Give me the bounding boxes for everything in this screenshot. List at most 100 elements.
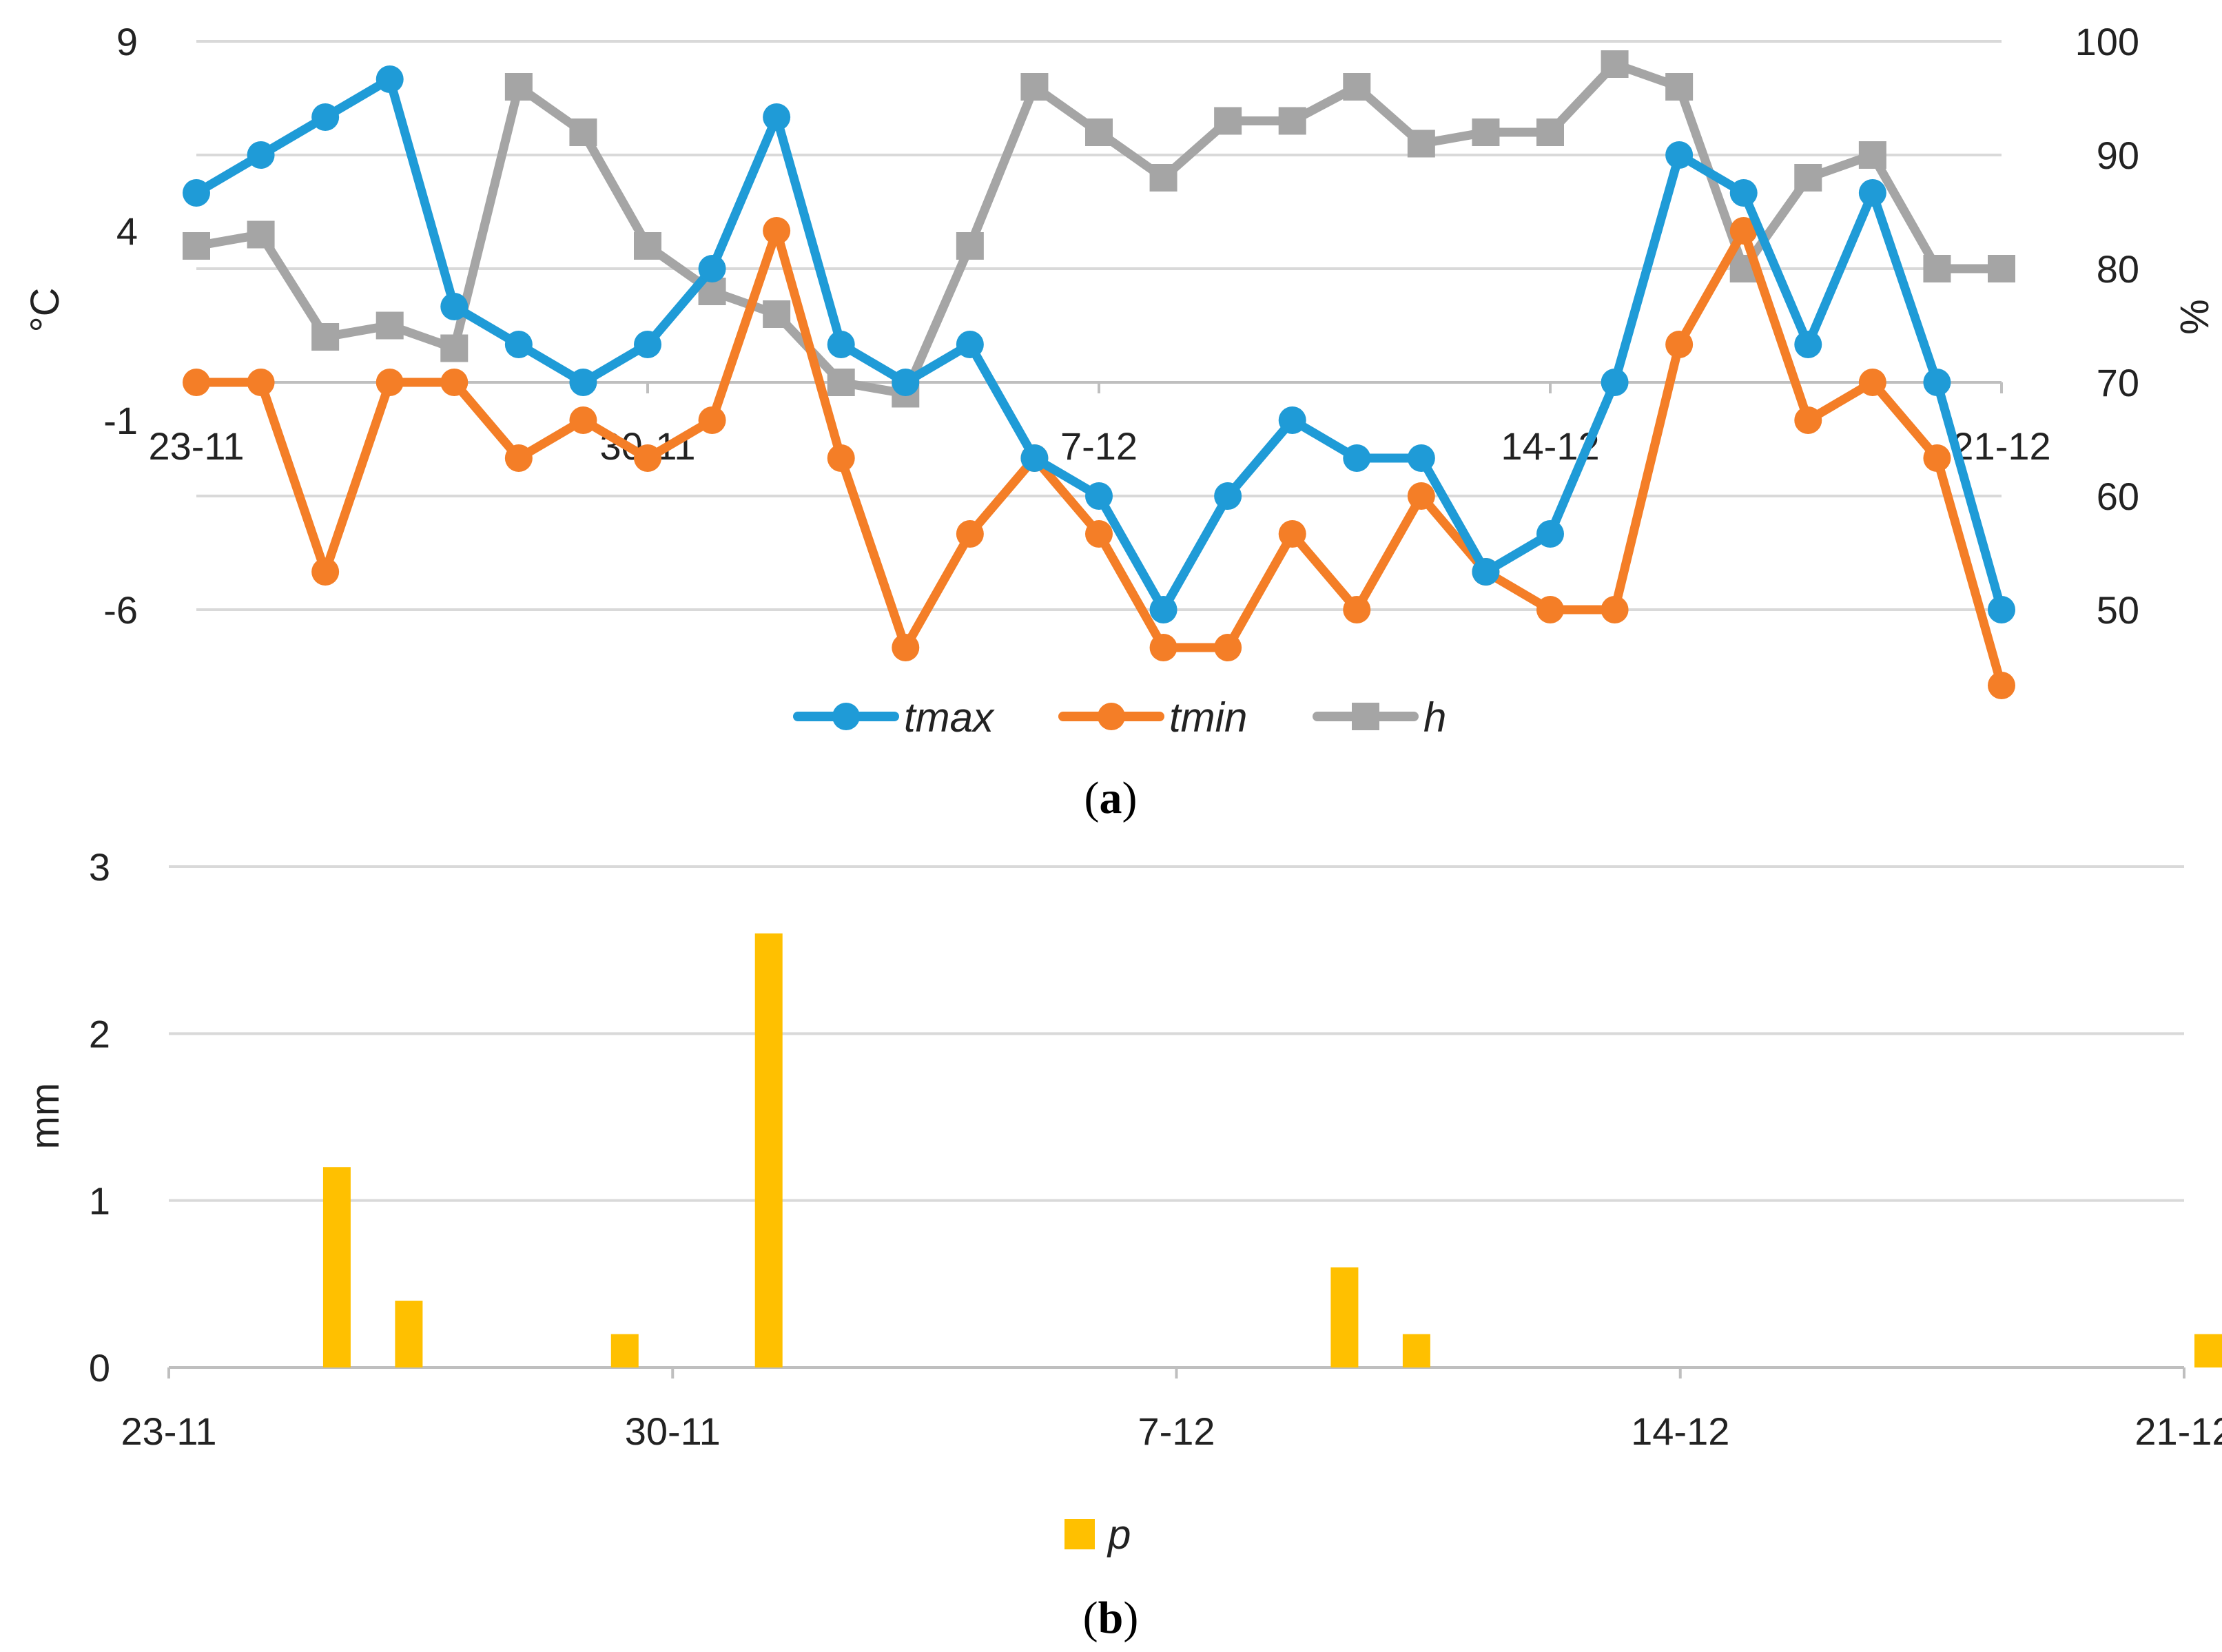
data-point-h bbox=[1923, 255, 1951, 282]
data-point-tmax bbox=[1858, 179, 1886, 207]
data-point-tmin bbox=[311, 558, 340, 586]
legend-swatch-p bbox=[1064, 1519, 1095, 1549]
panel-a-legend: tmax tmin h bbox=[793, 694, 1446, 741]
data-point-tmax bbox=[247, 141, 275, 169]
bar-p bbox=[754, 933, 783, 1367]
legend-item-tmax: tmax bbox=[793, 694, 995, 741]
data-point-h bbox=[1214, 107, 1242, 135]
data-point-tmax bbox=[1794, 331, 1822, 358]
data-point-tmax bbox=[892, 369, 920, 396]
data-point-tmax bbox=[1407, 444, 1435, 472]
data-point-tmin bbox=[1923, 444, 1951, 472]
panel-a-series bbox=[183, 50, 2015, 699]
data-point-h bbox=[569, 118, 597, 146]
panel-a-y-tick-label-right: 60 bbox=[2097, 475, 2139, 518]
panel-a-y-tick-label-right: 90 bbox=[2097, 134, 2139, 177]
panel-a-x-tick-label: 23-11 bbox=[148, 424, 244, 468]
panel-b-gridlines bbox=[169, 865, 2184, 1202]
data-point-tmin bbox=[569, 406, 597, 434]
data-point-tmin bbox=[1149, 634, 1177, 661]
data-point-tmax bbox=[504, 331, 533, 358]
panel-a-y-tick-label-left: -1 bbox=[103, 399, 138, 442]
panel-a-y-tick-label-right: 50 bbox=[2097, 588, 2139, 632]
legend-label-tmax: tmax bbox=[904, 694, 995, 741]
panel-b-bar-chart: 0 1 2 3 23-11 30-11 7-12 14-12 21-12 mm p (b) bbox=[23, 845, 2222, 1643]
data-point-tmax bbox=[1536, 520, 1564, 548]
data-point-tmax bbox=[376, 65, 404, 93]
panel-b-x-tick-labels: 23-11 30-11 7-12 14-12 21-12 bbox=[121, 1410, 2222, 1453]
data-point-tmin bbox=[1858, 369, 1886, 396]
panel-b-bars bbox=[322, 933, 2222, 1367]
data-point-tmin bbox=[827, 444, 855, 472]
bar-p bbox=[395, 1301, 423, 1367]
panel-b-y-tick-label: 2 bbox=[89, 1012, 110, 1055]
panel-b-x-tick-label: 7-12 bbox=[1138, 1410, 1215, 1453]
panel-a-y-axis-label-left: °C bbox=[23, 287, 68, 332]
panel-b-x-tick-label: 14-12 bbox=[1631, 1410, 1729, 1453]
panel-a-y-tick-labels-left: -6 -1 4 9 bbox=[103, 20, 138, 632]
data-point-h bbox=[1149, 164, 1177, 192]
data-point-tmax bbox=[1020, 444, 1049, 472]
data-point-tmax bbox=[634, 331, 661, 358]
data-point-h bbox=[1858, 141, 1886, 169]
data-point-tmin bbox=[1729, 217, 1758, 245]
panel-a-y-tick-label-left: 9 bbox=[116, 20, 138, 63]
bar-p bbox=[2194, 1334, 2222, 1367]
data-point-tmin bbox=[183, 369, 210, 396]
panel-a-y-tick-label-right: 70 bbox=[2097, 361, 2139, 404]
panel-b-caption: (b) bbox=[1083, 1593, 1139, 1643]
data-point-tmin bbox=[376, 369, 404, 396]
data-point-tmax bbox=[183, 179, 210, 207]
panel-a-y-tick-label-right: 80 bbox=[2097, 247, 2139, 291]
data-point-h bbox=[1407, 130, 1435, 158]
data-point-tmax bbox=[1149, 596, 1177, 623]
data-point-tmin bbox=[892, 634, 920, 661]
data-point-h bbox=[247, 220, 275, 249]
data-point-tmax bbox=[1988, 596, 2015, 623]
panel-a-x-tick-label: 21-12 bbox=[1952, 424, 2050, 468]
data-point-h bbox=[376, 311, 404, 340]
panel-a-y-axis-label-right: % bbox=[2172, 299, 2216, 335]
data-point-tmax bbox=[956, 331, 984, 358]
data-point-h bbox=[1085, 118, 1113, 146]
data-point-tmin bbox=[1343, 596, 1371, 623]
panel-b-y-tick-label: 1 bbox=[89, 1179, 110, 1223]
panel-a-y-tick-label-left: 4 bbox=[116, 209, 138, 253]
panel-a-x-tick-label: 7-12 bbox=[1060, 424, 1138, 468]
panel-b-y-tick-label: 3 bbox=[89, 845, 110, 889]
data-point-tmin bbox=[634, 444, 661, 472]
data-point-tmin bbox=[247, 369, 275, 396]
panel-a-y-tick-labels-right: 50 60 70 80 90 100 bbox=[2075, 20, 2139, 632]
data-point-h bbox=[183, 232, 210, 260]
data-point-tmin bbox=[1601, 596, 1629, 623]
legend-label-p: p bbox=[1107, 1511, 1131, 1558]
data-point-h bbox=[440, 334, 469, 362]
data-point-h bbox=[1794, 164, 1822, 192]
bar-p bbox=[1330, 1267, 1359, 1367]
panel-a-x-tick-marks bbox=[195, 382, 2003, 393]
series-tmax bbox=[183, 65, 2015, 623]
data-point-tmax bbox=[1729, 179, 1758, 207]
data-point-h bbox=[1343, 73, 1371, 101]
data-point-tmin bbox=[1536, 596, 1564, 623]
data-point-tmax bbox=[827, 331, 855, 358]
data-point-tmin bbox=[1278, 520, 1306, 548]
data-point-tmin bbox=[1988, 672, 2015, 699]
data-point-tmax bbox=[1472, 558, 1500, 586]
data-point-tmin bbox=[1085, 520, 1113, 548]
data-point-h bbox=[1020, 73, 1049, 101]
series-h bbox=[183, 50, 2015, 408]
panel-a-y-tick-label-right: 100 bbox=[2075, 20, 2139, 63]
data-point-tmax bbox=[1601, 369, 1629, 396]
data-point-h bbox=[1601, 50, 1629, 78]
data-point-h bbox=[504, 73, 533, 101]
data-point-tmax bbox=[698, 255, 726, 282]
panel-a-caption: (a) bbox=[1084, 773, 1138, 823]
data-point-tmax bbox=[569, 369, 597, 396]
data-point-tmin bbox=[698, 406, 726, 434]
data-point-h bbox=[1472, 118, 1500, 146]
data-point-tmax bbox=[1278, 406, 1306, 434]
legend-label-tmin: tmin bbox=[1169, 694, 1247, 741]
